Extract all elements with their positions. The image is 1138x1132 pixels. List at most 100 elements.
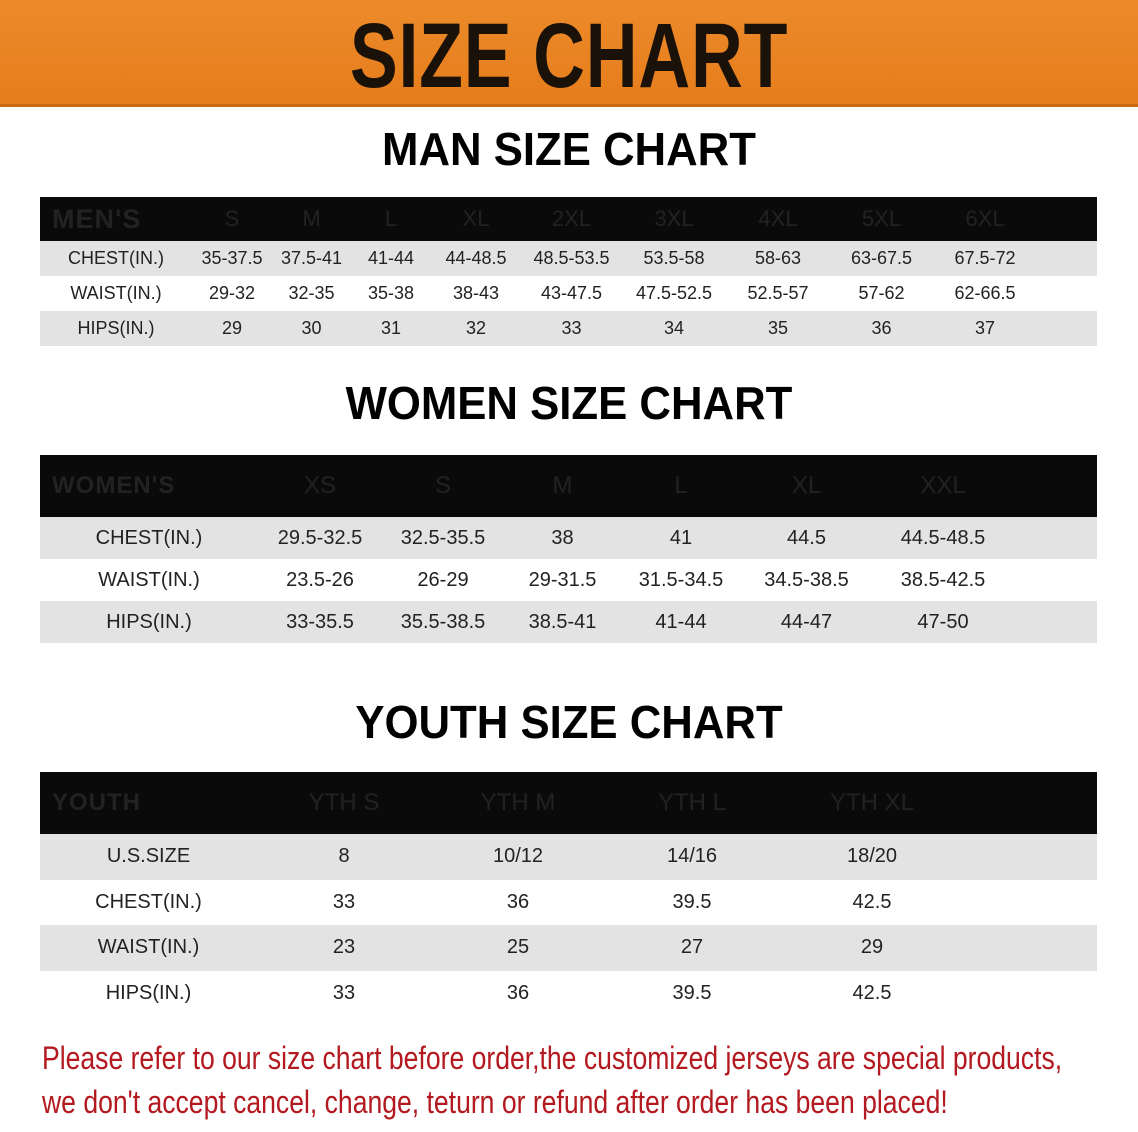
size-header: L [384,206,398,231]
size-header: M [302,206,321,231]
size-header: YTH S [308,789,380,816]
table-cell: 44.5-48.5 [900,526,986,549]
table-header-row: WOMEN'S XS S M L XL XXL [40,455,1097,517]
table-row: CHEST(IN.) 29.5-32.5 32.5-35.5 38 41 44.5 44.5… [40,517,1097,559]
table-row: CHEST(IN.) 33 36 39.5 42.5 [40,879,1097,925]
header-label: MEN'S [52,203,142,234]
table-cell: 57-62 [858,283,905,303]
size-header: S [224,206,240,231]
table-cell: 29 [221,318,243,338]
table-cell: 32-35 [288,283,335,303]
table-cell: 62-66.5 [954,283,1016,303]
table-cell: 67.5-72 [954,248,1016,268]
row-label: HIPS(IN.) [105,981,192,1004]
table-cell: 41 [669,526,693,549]
row-label: WAIST(IN.) [97,936,200,959]
women-size-table: WOMEN'S XS S M L XL XXL CHEST(IN.) 29.5-32.5 32.5… [40,455,1097,643]
table-row: HIPS(IN.) 29 30 31 32 33 34 35 36 37 [40,311,1097,346]
table-cell: 32.5-35.5 [400,526,486,549]
youth-section-title: YOUTH SIZE CHART [355,696,783,748]
table-row: WAIST(IN.) 23 25 27 29 [40,925,1097,971]
header-label: YOUTH [52,789,141,816]
table-cell: 34 [663,318,685,338]
table-row: HIPS(IN.) 33-35.5 35.5-38.5 38.5-41 41-44 44-… [40,601,1097,643]
table-cell: 33-35.5 [286,610,354,633]
header-label: WOMEN'S [52,472,176,499]
table-cell: 35-37.5 [201,248,263,268]
table-cell: 29-32 [208,283,256,303]
table-cell: 14/16 [666,845,718,868]
table-cell: 41-44 [655,610,707,633]
table-cell: 44-47 [780,610,833,633]
size-header: YTH L [657,789,726,816]
notice-line-2: we don't accept cancel, change, teturn o… [42,1084,948,1120]
size-header: 5XL [861,206,902,231]
size-header: 3XL [654,206,694,231]
table-cell: 8 [338,845,350,868]
table-cell: 26-29 [417,568,469,591]
table-cell: 52.5-57 [747,283,809,303]
table-cell: 32 [465,318,487,338]
table-cell: 39.5 [672,981,712,1004]
table-cell: 38.5-41 [528,610,597,633]
table-cell: 39.5 [672,890,712,913]
size-header: 2XL [551,206,592,231]
table-header-row: YOUTH YTH S YTH M YTH L YTH XL [40,772,1097,834]
table-cell: 41-44 [367,248,415,268]
size-header: S [434,472,451,499]
table-cell: 18/20 [846,845,898,868]
banner: SIZE CHART [0,0,1138,107]
table-cell: 10/12 [492,845,544,868]
table-cell: 42.5 [852,890,892,913]
table-cell: 23.5-26 [286,568,354,591]
table-row: HIPS(IN.) 33 36 39.5 42.5 [40,970,1097,1016]
table-cell: 27 [680,936,704,959]
row-label: U.S.SIZE [106,845,191,868]
table-cell: 31.5-34.5 [638,568,724,591]
table-cell: 48.5-53.5 [533,248,610,268]
table-cell: 44-48.5 [445,248,507,268]
table-cell: 42.5 [852,981,892,1004]
table-cell: 33 [561,318,582,338]
table-cell: 36 [506,890,530,913]
table-cell: 29 [860,936,884,959]
table-cell: 38 [551,526,574,549]
table-cell: 58-63 [754,248,802,268]
women-section-title: WOMEN SIZE CHART [345,377,793,429]
table-cell: 43-47.5 [540,283,603,303]
table-cell: 44.5 [787,526,826,549]
size-header: L [674,472,688,499]
row-label: CHEST(IN.) [95,890,202,913]
size-header: M [552,472,573,499]
table-cell: 33 [332,981,356,1004]
row-label: WAIST(IN.) [70,283,162,303]
row-label: WAIST(IN.) [98,568,200,591]
men-section-title: MAN SIZE CHART [382,123,756,175]
table-row: CHEST(IN.) 35-37.5 37.5-41 41-44 44-48.5 48.5… [40,241,1097,276]
table-cell: 35-38 [367,283,415,303]
table-row: WAIST(IN.) 23.5-26 26-29 29-31.5 31.5-34.5 34… [40,559,1097,601]
table-cell: 37.5-41 [280,248,343,268]
notice-text: Please refer to our size chart before or… [42,1036,1062,1124]
table-cell: 36 [871,318,892,338]
table-header-row: MEN'S S M L XL 2XL 3XL 4XL 5XL 6XL [40,197,1097,241]
table-cell: 25 [506,936,530,959]
men-size-table: MEN'S S M L XL 2XL 3XL 4XL 5XL 6XL CHEST(IN.) 35-37… [40,197,1097,346]
table-cell: 36 [506,981,530,1004]
notice-line-1: Please refer to our size chart before or… [42,1040,1063,1076]
table-cell: 38-43 [452,283,500,303]
table-cell: 29-31.5 [528,568,597,591]
table-cell: 37 [974,318,996,338]
size-header: XL [462,206,490,231]
row-label: CHEST(IN.) [68,248,164,268]
table-cell: 30 [301,318,322,338]
row-label: HIPS(IN.) [77,318,155,338]
size-header: YTH XL [829,789,915,816]
table-row: WAIST(IN.) 29-32 32-35 35-38 38-43 43-47.5 47.… [40,276,1097,311]
table-cell: 34.5-38.5 [764,568,849,591]
table-cell: 29.5-32.5 [277,526,363,549]
size-header: XL [791,472,822,499]
table-cell: 47-50 [917,610,969,633]
table-cell: 63-67.5 [850,248,913,268]
size-header: XS [303,472,336,499]
